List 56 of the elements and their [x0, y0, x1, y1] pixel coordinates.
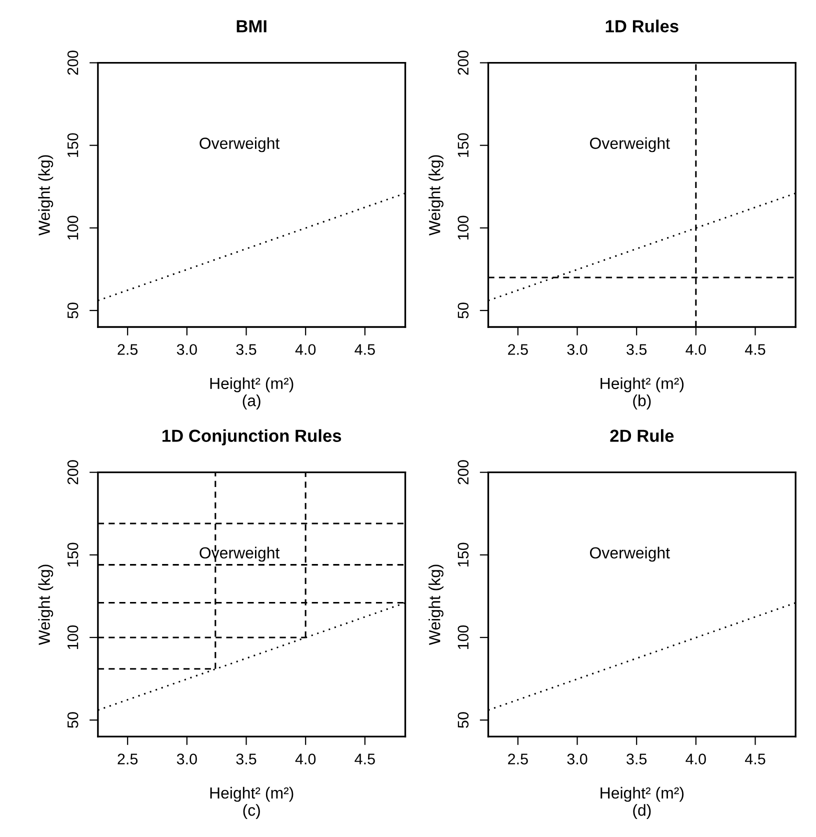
x-tick-label: 4.0 — [686, 754, 706, 764]
x-axis-title: Height² (m²) — [210, 786, 294, 802]
y-tick-label: 150 — [458, 133, 469, 157]
y-tick-label: 100 — [458, 625, 469, 650]
y-axis-title: Weight (kg) — [428, 564, 444, 646]
x-tick-label: 4.0 — [295, 344, 316, 355]
text: (b) — [633, 394, 651, 410]
x-axis-title: Height² (m²) — [600, 786, 684, 802]
y-tick-label: 150 — [67, 133, 78, 157]
x-tick-label: 4.0 — [686, 344, 706, 355]
x-tick-label: 3.0 — [567, 344, 588, 355]
x-tick-label: 4.5 — [354, 754, 375, 764]
y-tick-label: 50 — [458, 302, 469, 318]
annotation: Overweight — [200, 137, 280, 152]
y-tick-label: 50 — [67, 712, 78, 728]
annotation: Overweight — [200, 546, 280, 562]
x-tick-label: 3.5 — [236, 344, 256, 355]
x-tick-label: 2.5 — [118, 344, 138, 355]
x-tick-label: 4.5 — [744, 344, 766, 355]
y-tick-label: 100 — [458, 216, 469, 240]
x-tick-label: 2.5 — [508, 754, 528, 764]
text: (d) — [633, 804, 651, 819]
x-tick-label: 2.5 — [508, 344, 528, 355]
annotation: Overweight — [590, 137, 670, 152]
y-tick-label: 50 — [458, 712, 469, 728]
x-axis-title: Height² (m²) — [210, 377, 294, 392]
annotation: Overweight — [590, 546, 670, 562]
x-tick-label: 4.0 — [295, 754, 316, 764]
chart-title: 1D Conjunction Rules — [162, 429, 342, 446]
x-tick-label: 4.5 — [744, 754, 766, 764]
y-tick-label: 100 — [67, 625, 78, 650]
x-tick-label: 3.5 — [626, 754, 647, 764]
x-tick-label: 3.0 — [176, 754, 197, 764]
x-axis-title: Height² (m²) — [600, 377, 684, 392]
x-tick-label: 4.5 — [354, 344, 375, 355]
y-axis-title: Weight (kg) — [38, 564, 54, 646]
y-tick-label: 200 — [458, 50, 469, 75]
y-tick-label: 50 — [67, 302, 78, 318]
y-tick-label: 100 — [67, 216, 78, 240]
chart-title: BMI — [236, 20, 266, 32]
y-axis-title: Weight (kg) — [38, 155, 54, 236]
x-tick-label: 2.5 — [118, 754, 138, 764]
y-tick-label: 200 — [67, 460, 78, 484]
chart-title: 1D Rules — [606, 20, 678, 32]
y-tick-label: 200 — [67, 50, 78, 75]
y-tick-label: 200 — [458, 460, 469, 484]
x-tick-label: 3.0 — [176, 344, 197, 355]
x-tick-label: 3.5 — [626, 344, 647, 355]
x-tick-label: 3.0 — [567, 754, 588, 764]
text: (a) — [242, 394, 260, 410]
y-axis-title: Weight (kg) — [428, 155, 444, 236]
text: (c) — [243, 804, 260, 819]
chart-title: 2D Rule — [610, 429, 674, 442]
x-tick-label: 3.5 — [236, 754, 256, 764]
y-tick-label: 150 — [67, 542, 78, 566]
y-tick-label: 150 — [458, 542, 469, 566]
